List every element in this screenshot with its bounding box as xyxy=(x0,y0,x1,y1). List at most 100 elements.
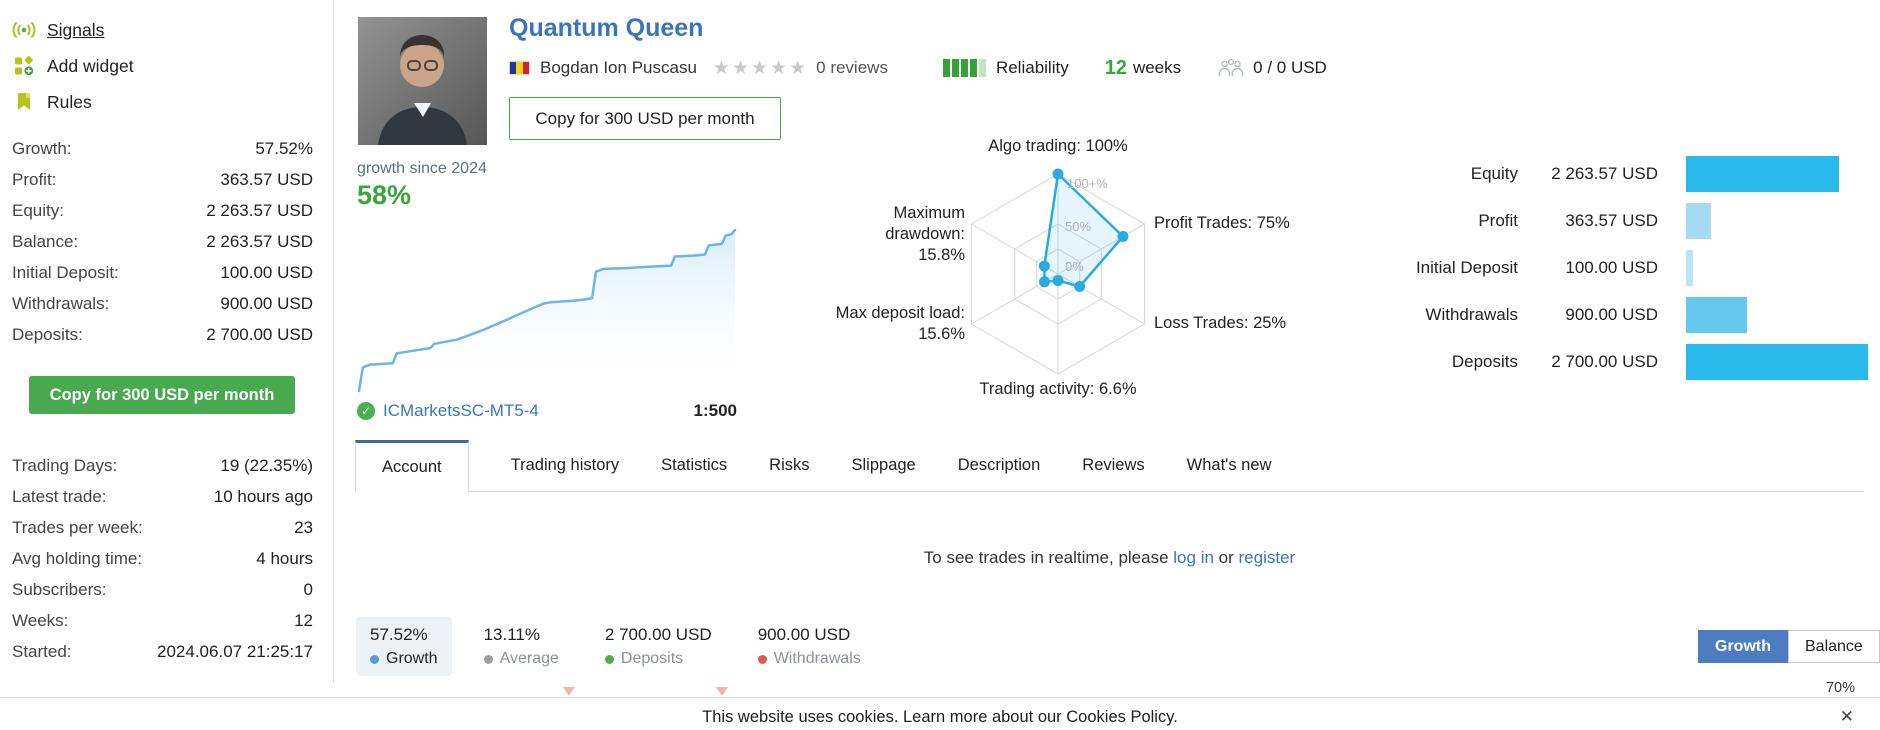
stat-label: Trades per week: xyxy=(12,517,143,537)
legend-label-row: Deposits xyxy=(604,650,712,668)
stat-value: 100.00 USD xyxy=(220,262,313,282)
summary-value: 363.57 USD xyxy=(1565,210,1658,230)
copy-signal-button[interactable]: Copy for 300 USD per month xyxy=(29,376,295,414)
star-icon: ★ xyxy=(770,57,790,79)
stat-label: Trading Days: xyxy=(12,455,118,475)
radar-label-trading-activity: Trading activity: 6.6% xyxy=(979,380,1137,398)
summary-label: Withdrawals xyxy=(1425,304,1518,324)
radar-label-max-deposit-load: Max deposit load: 15.6% xyxy=(835,304,965,343)
legend-label: Withdrawals xyxy=(773,650,861,667)
tab-trading-history[interactable]: Trading history xyxy=(510,456,620,474)
page-title: Quantum Queen xyxy=(509,14,704,42)
login-notice-or: or xyxy=(1218,548,1234,567)
subscribers-funds: 0 / 0 USD xyxy=(1253,58,1327,77)
stat-label: Subscribers: xyxy=(12,579,107,599)
growth-line-chart xyxy=(357,228,737,393)
tab-bar: Account Trading history Statistics Risks Sli… xyxy=(355,440,1864,492)
register-link[interactable]: register xyxy=(1238,548,1296,567)
reliability-bar xyxy=(978,59,986,77)
cookie-close-button[interactable]: ✕ xyxy=(1839,707,1854,726)
romania-flag-icon xyxy=(509,61,530,75)
stat-value: 4 hours xyxy=(256,548,313,568)
stat-row: Equity: 2 263.57 USD xyxy=(12,195,313,226)
summary-row: Withdrawals 900.00 USD xyxy=(1395,291,1873,338)
legend-label-row: Growth xyxy=(370,650,438,668)
broker-server-link[interactable]: ICMarketsSC-MT5-4 xyxy=(383,401,539,420)
verified-check-icon: ✓ xyxy=(357,402,375,420)
cookie-banner: This website uses cookies. Learn more ab… xyxy=(0,697,1880,730)
summary-value: 2 263.57 USD xyxy=(1551,163,1658,183)
sidebar-stats-primary: Growth: 57.52% Profit: 363.57 USD Equity: 2 2… xyxy=(12,133,313,350)
summary-label: Profit xyxy=(1478,210,1518,230)
stat-label: Latest trade: xyxy=(12,486,107,506)
subscribers-icon xyxy=(1217,58,1245,78)
legend-item-average[interactable]: 13.11% Average xyxy=(470,617,573,676)
stat-row: Latest trade: 10 hours ago xyxy=(12,481,313,512)
stat-label: Weeks: xyxy=(12,610,69,630)
legend-item-withdrawals[interactable]: 900.00 USD Withdrawals xyxy=(744,617,875,676)
legend-label-row: Average xyxy=(483,650,559,668)
radar-label-maximum-drawdown: Maximum drawdown: 15.8% xyxy=(885,204,965,264)
stat-value: 0 xyxy=(303,579,313,599)
legend-item-growth[interactable]: 57.52% Growth xyxy=(356,617,452,676)
sidebar-item-add-widget[interactable]: Add widget xyxy=(12,48,312,84)
stat-value: 23 xyxy=(294,517,313,537)
tab-reviews[interactable]: Reviews xyxy=(1082,456,1145,474)
stat-row: Withdrawals: 900.00 USD xyxy=(12,288,313,319)
log-in-link[interactable]: log in xyxy=(1173,548,1214,567)
growth-caption: growth since 2024 xyxy=(357,160,487,177)
leverage-value: 1:500 xyxy=(693,401,737,420)
copy-signal-button-header[interactable]: Copy for 300 USD per month xyxy=(509,97,781,140)
summary-bar-track xyxy=(1686,155,1868,192)
reviews-count[interactable]: 0 reviews xyxy=(816,58,888,77)
sidebar-item-label: Rules xyxy=(47,91,92,112)
stat-value: 2 700.00 USD xyxy=(206,324,313,344)
stat-value: 57.52% xyxy=(255,138,313,158)
sidebar-item-signals[interactable]: Signals xyxy=(12,12,312,48)
stat-row: Growth: 57.52% xyxy=(12,133,313,164)
summary-bar xyxy=(1686,296,1747,333)
toggle-balance-button[interactable]: Balance xyxy=(1788,630,1880,663)
toggle-growth-button[interactable]: Growth xyxy=(1698,630,1788,663)
summary-bar xyxy=(1686,202,1711,239)
tab-risks[interactable]: Risks xyxy=(769,456,810,474)
radar-label-profit-trades: Profit Trades: 75% xyxy=(1154,214,1290,232)
chart-legend-stats: 57.52% Growth 13.11% Average 2 700.00 USD Dep… xyxy=(356,617,893,676)
reliability-bars xyxy=(942,59,986,77)
tab-description[interactable]: Description xyxy=(957,456,1041,474)
star-icon: ★ xyxy=(751,57,771,79)
sidebar-item-rules[interactable]: Rules xyxy=(12,84,312,120)
avatar[interactable] xyxy=(358,17,487,145)
svg-text:100+%: 100+% xyxy=(1067,176,1108,191)
author-link[interactable]: Bogdan Ion Puscasu xyxy=(540,58,697,77)
legend-value: 2 700.00 USD xyxy=(604,625,712,644)
stat-row: Avg holding time: 4 hours xyxy=(12,543,313,574)
weeks-value: 12 xyxy=(1104,56,1127,79)
tab-statistics[interactable]: Statistics xyxy=(661,456,728,474)
tab-slippage[interactable]: Slippage xyxy=(851,456,916,474)
stat-label: Profit: xyxy=(12,169,57,189)
tab-account[interactable]: Account xyxy=(355,440,469,492)
cookie-text: This website uses cookies. Learn more ab… xyxy=(702,708,1178,726)
broker-row: ✓ ICMarketsSC-MT5-4 1:500 xyxy=(357,401,737,421)
rating-stars: ★★★★★ xyxy=(713,59,808,78)
star-icon: ★ xyxy=(731,57,751,79)
rules-flag-icon xyxy=(12,92,36,112)
stat-row: Profit: 363.57 USD xyxy=(12,164,313,195)
summary-row: Equity 2 263.57 USD xyxy=(1395,150,1873,197)
summary-row: Deposits 2 700.00 USD xyxy=(1395,338,1873,385)
growth-chart-block: growth since 2024 58% ✓ ICMarketsSC-MT5-… xyxy=(357,160,737,421)
legend-item-deposits[interactable]: 2 700.00 USD Deposits xyxy=(591,617,726,676)
sidebar-divider xyxy=(333,0,334,683)
summary-value: 100.00 USD xyxy=(1565,257,1658,277)
stat-row: Balance: 2 263.57 USD xyxy=(12,226,313,257)
star-icon: ★ xyxy=(712,57,732,79)
stat-value: 2 263.57 USD xyxy=(206,231,313,251)
tab-what-s-new[interactable]: What's new xyxy=(1186,456,1272,474)
chart-mode-toggle: Growth Balance xyxy=(1698,630,1880,663)
star-icon: ★ xyxy=(789,57,809,79)
add-widget-icon xyxy=(12,56,36,76)
summary-label: Deposits xyxy=(1451,351,1518,371)
legend-label: Growth xyxy=(386,650,438,667)
legend-dot-icon xyxy=(604,654,614,664)
